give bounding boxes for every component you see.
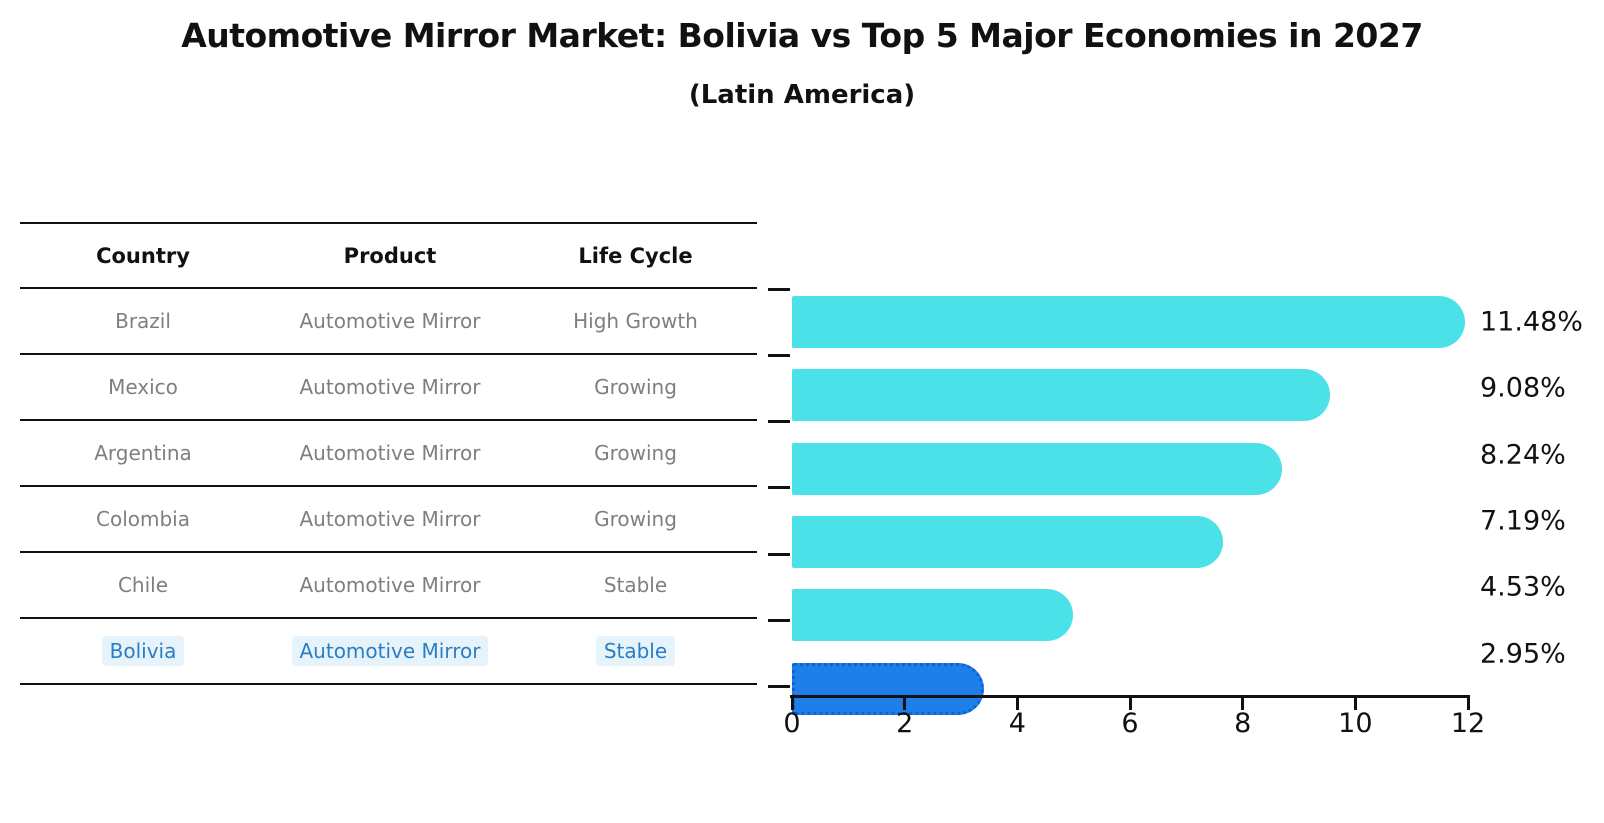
- bar-row: [792, 442, 1468, 509]
- cell-country: Brazil: [115, 309, 171, 333]
- y-axis-tick: [768, 486, 790, 490]
- cell-country: Bolivia: [20, 636, 266, 666]
- table-header-row: Country Product Life Cycle: [20, 222, 757, 289]
- cell-country: Mexico: [108, 375, 178, 399]
- bar-row: [792, 662, 1468, 729]
- x-tick-label: 6: [1121, 708, 1139, 739]
- chart-title: Automotive Mirror Market: Bolivia vs Top…: [181, 16, 1423, 55]
- y-axis-tick: [768, 353, 790, 357]
- y-axis-tick: [768, 287, 790, 291]
- cell-lifecycle: High Growth: [573, 309, 698, 333]
- y-axis-tick: [768, 619, 790, 623]
- table-row-brazil: Brazil Automotive Mirror High Growth: [20, 289, 757, 355]
- bar-plot: [792, 289, 1468, 715]
- value-label-bolivia: 2.95%: [1480, 638, 1566, 670]
- table-row-chile: Chile Automotive Mirror Stable: [20, 553, 757, 619]
- x-tick-label: 12: [1450, 708, 1486, 739]
- x-axis: [790, 695, 1470, 698]
- x-axis-tick: [1241, 698, 1245, 710]
- value-label-brazil: 11.48%: [1480, 306, 1583, 338]
- header-country: Country: [96, 243, 190, 268]
- cell-lifecycle: Growing: [594, 441, 677, 465]
- table-row-mexico: Mexico Automotive Mirror Growing: [20, 355, 757, 421]
- x-tick-label: 4: [1008, 708, 1026, 739]
- x-axis-tick: [1466, 698, 1470, 710]
- cell-lifecycle: Stable: [603, 573, 668, 597]
- bar-chile: [792, 589, 1074, 642]
- value-label-chile: 4.53%: [1480, 571, 1566, 603]
- cell-product: Automotive Mirror: [266, 636, 514, 666]
- value-label-colombia: 7.19%: [1480, 505, 1566, 537]
- y-axis-tick: [768, 420, 790, 424]
- x-axis-tick: [790, 698, 794, 710]
- bar-argentina: [792, 442, 1283, 495]
- y-axis-tick: [768, 552, 790, 556]
- x-tick-label: 10: [1338, 708, 1373, 739]
- x-axis-tick: [903, 698, 907, 710]
- x-tick-label: 0: [783, 708, 801, 739]
- chart-subtitle: (Latin America): [688, 80, 916, 110]
- bar-mexico: [792, 369, 1330, 422]
- y-axis-tick: [768, 685, 790, 689]
- value-label-argentina: 8.24%: [1480, 439, 1566, 471]
- x-axis-tick: [1015, 698, 1019, 710]
- x-tick-label: 8: [1234, 708, 1252, 739]
- country-table: Country Product Life Cycle Brazil Automo…: [20, 222, 757, 685]
- cell-product: Automotive Mirror: [299, 309, 481, 333]
- cell-lifecycle: Stable: [514, 636, 757, 666]
- cell-product: Automotive Mirror: [299, 375, 481, 399]
- cell-lifecycle: Growing: [594, 375, 677, 399]
- cell-product: Automotive Mirror: [299, 507, 481, 531]
- bar-brazil: [792, 296, 1465, 348]
- cell-product: Automotive Mirror: [299, 441, 481, 465]
- header-product: Product: [343, 243, 437, 268]
- cell-country: Argentina: [94, 441, 192, 465]
- bar-row: [792, 589, 1468, 655]
- value-label-mexico: 9.08%: [1480, 372, 1566, 404]
- header-lifecycle: Life Cycle: [578, 243, 693, 268]
- cell-product: Automotive Mirror: [299, 573, 481, 597]
- x-axis-tick: [1128, 698, 1132, 710]
- cell-country: Chile: [117, 573, 169, 597]
- table-row-colombia: Colombia Automotive Mirror Growing: [20, 487, 757, 553]
- bar-colombia: [792, 515, 1224, 568]
- bar-row: [792, 369, 1468, 435]
- bar-row: [792, 515, 1468, 582]
- x-axis-tick: [1353, 698, 1357, 710]
- cell-lifecycle: Growing: [594, 507, 677, 531]
- bar-row: [792, 296, 1468, 362]
- bar-bolivia: [792, 662, 985, 715]
- x-tick-label: 2: [896, 708, 914, 739]
- cell-country: Colombia: [96, 507, 190, 531]
- table-row-argentina: Argentina Automotive Mirror Growing: [20, 421, 757, 487]
- table-row-bolivia: Bolivia Automotive Mirror Stable: [20, 619, 757, 685]
